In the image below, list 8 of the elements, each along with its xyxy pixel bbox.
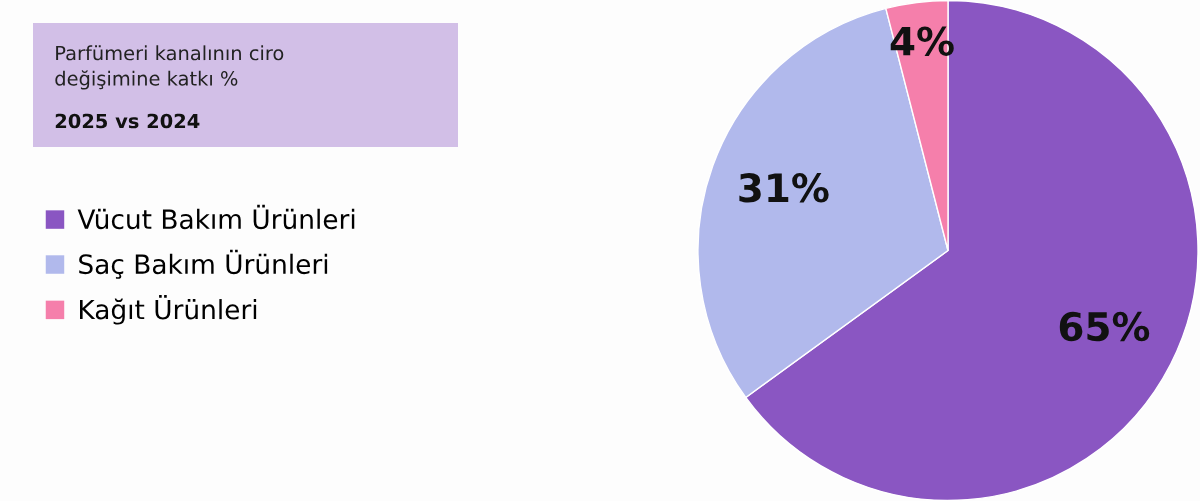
data-label: 31%	[739, 173, 829, 203]
text: 2025 vs 2024	[55, 113, 200, 129]
legend-label: Saç Bakım Ürünleri	[79, 249, 328, 279]
text: Parfümeri kanalının ciro değişimine katkı %	[55, 45, 284, 90]
legend-label: Vücut Bakım Ürünleri	[77, 204, 355, 230]
legend-label: Kağıt Ürünleri	[80, 295, 257, 325]
data-label: 65%	[1059, 311, 1150, 342]
data-label: 4%	[890, 26, 954, 56]
